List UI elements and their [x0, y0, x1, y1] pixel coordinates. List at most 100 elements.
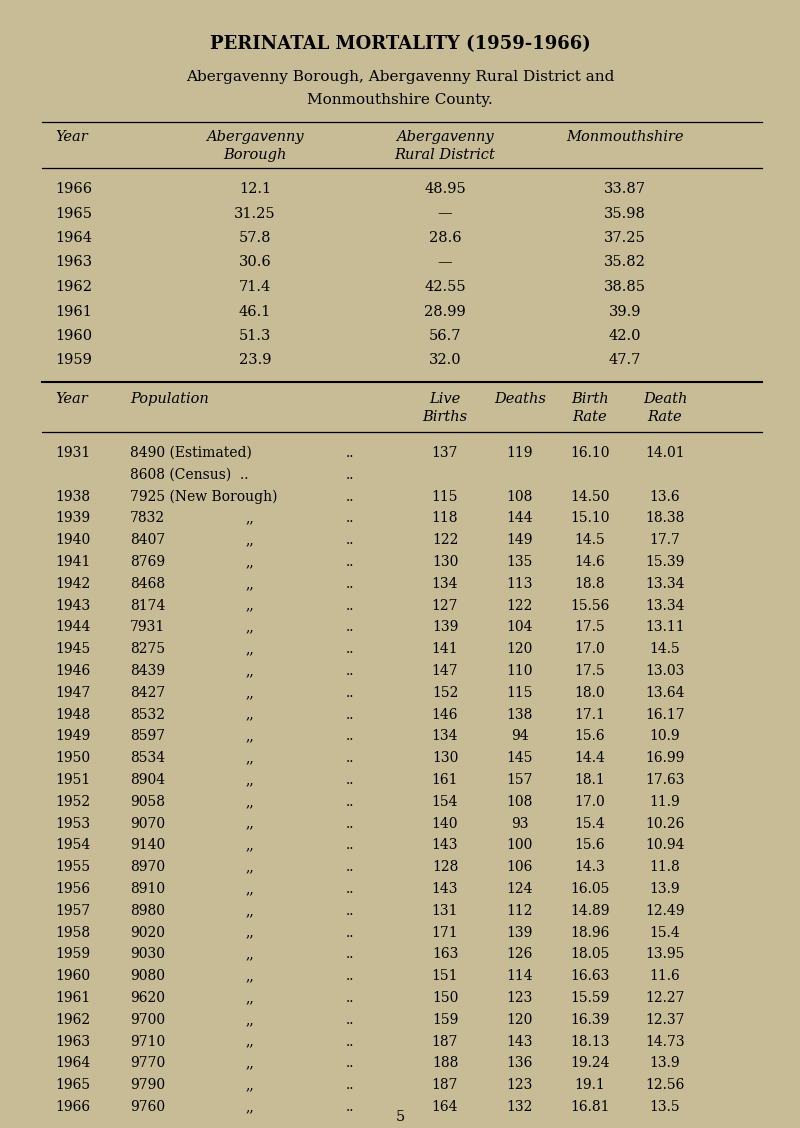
Text: ,,: ,,: [246, 1034, 254, 1049]
Text: 11.8: 11.8: [650, 861, 680, 874]
Text: Death
Rate: Death Rate: [643, 393, 687, 424]
Text: 16.63: 16.63: [570, 969, 610, 984]
Text: 15.59: 15.59: [570, 992, 610, 1005]
Text: 47.7: 47.7: [609, 353, 641, 368]
Text: ,,: ,,: [246, 817, 254, 830]
Text: ..: ..: [346, 707, 354, 722]
Text: ..: ..: [346, 926, 354, 940]
Text: 143: 143: [506, 1034, 534, 1049]
Text: 33.87: 33.87: [604, 182, 646, 196]
Text: 1958: 1958: [55, 926, 90, 940]
Text: ..: ..: [346, 642, 354, 656]
Text: 154: 154: [432, 795, 458, 809]
Text: 16.99: 16.99: [646, 751, 685, 765]
Text: ..: ..: [346, 1034, 354, 1049]
Text: ,,: ,,: [246, 1057, 254, 1070]
Text: 8970: 8970: [130, 861, 165, 874]
Text: 1964: 1964: [55, 1057, 90, 1070]
Text: 57.8: 57.8: [238, 231, 271, 245]
Text: ,,: ,,: [246, 576, 254, 591]
Text: 12.49: 12.49: [646, 904, 685, 918]
Text: 1943: 1943: [55, 599, 90, 613]
Text: 14.3: 14.3: [574, 861, 606, 874]
Text: 17.0: 17.0: [574, 642, 606, 656]
Text: 118: 118: [432, 511, 458, 526]
Text: ,,: ,,: [246, 992, 254, 1005]
Text: 8534: 8534: [130, 751, 165, 765]
Text: 11.9: 11.9: [650, 795, 680, 809]
Text: 14.5: 14.5: [574, 534, 606, 547]
Text: ,,: ,,: [246, 1100, 254, 1114]
Text: 14.6: 14.6: [574, 555, 606, 569]
Text: 1960: 1960: [55, 969, 90, 984]
Text: 10.9: 10.9: [650, 730, 680, 743]
Text: 37.25: 37.25: [604, 231, 646, 245]
Text: 187: 187: [432, 1034, 458, 1049]
Text: 132: 132: [507, 1100, 533, 1114]
Text: 14.89: 14.89: [570, 904, 610, 918]
Text: 135: 135: [507, 555, 533, 569]
Text: 35.98: 35.98: [604, 206, 646, 220]
Text: 1938: 1938: [55, 490, 90, 503]
Text: 17.63: 17.63: [646, 773, 685, 787]
Text: ,,: ,,: [246, 969, 254, 984]
Text: 1939: 1939: [55, 511, 90, 526]
Text: Year: Year: [55, 130, 88, 144]
Text: 15.6: 15.6: [574, 838, 606, 853]
Text: 1941: 1941: [55, 555, 90, 569]
Text: 151: 151: [432, 969, 458, 984]
Text: 147: 147: [432, 664, 458, 678]
Text: ..: ..: [346, 468, 354, 482]
Text: ..: ..: [346, 948, 354, 961]
Text: 134: 134: [432, 576, 458, 591]
Text: ..: ..: [346, 511, 354, 526]
Text: 15.10: 15.10: [570, 511, 610, 526]
Text: 13.6: 13.6: [650, 490, 680, 503]
Text: 8407: 8407: [130, 534, 166, 547]
Text: 18.0: 18.0: [574, 686, 606, 699]
Text: 108: 108: [507, 795, 533, 809]
Text: 18.38: 18.38: [646, 511, 685, 526]
Text: ,,: ,,: [246, 795, 254, 809]
Text: 11.6: 11.6: [650, 969, 680, 984]
Text: 144: 144: [506, 511, 534, 526]
Text: 18.05: 18.05: [570, 948, 610, 961]
Text: —: —: [438, 256, 452, 270]
Text: ..: ..: [346, 534, 354, 547]
Text: 139: 139: [432, 620, 458, 634]
Text: 17.1: 17.1: [574, 707, 606, 722]
Text: 128: 128: [432, 861, 458, 874]
Text: 94: 94: [511, 730, 529, 743]
Text: Live
Births: Live Births: [422, 393, 467, 424]
Text: ,,: ,,: [246, 1078, 254, 1092]
Text: 16.17: 16.17: [645, 707, 685, 722]
Text: 18.8: 18.8: [574, 576, 606, 591]
Text: 145: 145: [506, 751, 534, 765]
Text: 14.73: 14.73: [645, 1034, 685, 1049]
Text: 15.6: 15.6: [574, 730, 606, 743]
Text: ,,: ,,: [246, 664, 254, 678]
Text: —: —: [438, 206, 452, 220]
Text: 8275: 8275: [130, 642, 165, 656]
Text: 18.13: 18.13: [570, 1034, 610, 1049]
Text: 1940: 1940: [55, 534, 90, 547]
Text: 152: 152: [432, 686, 458, 699]
Text: 9140: 9140: [130, 838, 166, 853]
Text: 9760: 9760: [130, 1100, 165, 1114]
Text: 46.1: 46.1: [239, 305, 271, 318]
Text: 9070: 9070: [130, 817, 165, 830]
Text: 17.7: 17.7: [650, 534, 681, 547]
Text: ..: ..: [346, 686, 354, 699]
Text: 13.9: 13.9: [650, 882, 680, 896]
Text: 15.56: 15.56: [570, 599, 610, 613]
Text: 13.5: 13.5: [650, 1100, 680, 1114]
Text: ..: ..: [346, 795, 354, 809]
Text: 1962: 1962: [55, 280, 92, 294]
Text: 16.39: 16.39: [570, 1013, 610, 1026]
Text: Abergavenny
Rural District: Abergavenny Rural District: [394, 130, 495, 162]
Text: 159: 159: [432, 1013, 458, 1026]
Text: ..: ..: [346, 969, 354, 984]
Text: ,,: ,,: [246, 707, 254, 722]
Text: 114: 114: [506, 969, 534, 984]
Text: ..: ..: [346, 446, 354, 460]
